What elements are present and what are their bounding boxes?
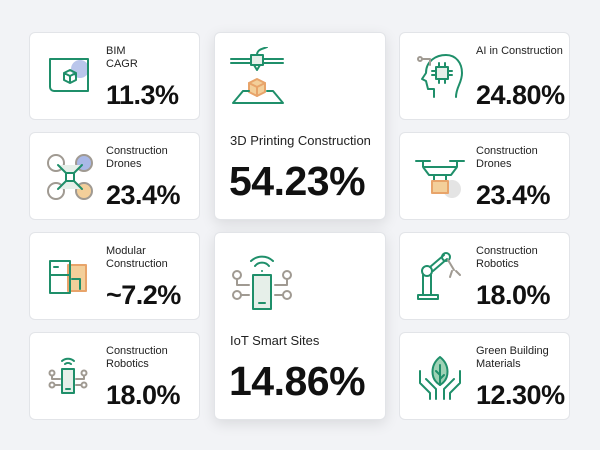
card-value: ~7.2% bbox=[106, 280, 181, 310]
card-label: Green Building Materials bbox=[476, 345, 549, 370]
card-green-building: Green Building Materials 12.30% bbox=[399, 332, 570, 420]
card-label: Modular Construction bbox=[106, 245, 168, 270]
card-iot-smart-sites: IoT Smart Sites 14.86% bbox=[214, 232, 386, 420]
quadcopter-drone-icon bbox=[44, 151, 96, 203]
3d-printer-icon bbox=[229, 46, 293, 111]
card-construction-drones-right: Construction Drones 23.4% bbox=[399, 132, 570, 220]
iot-phone-icon bbox=[229, 247, 293, 311]
card-value: 18.0% bbox=[476, 280, 551, 310]
card-value: 14.86% bbox=[229, 358, 366, 404]
card-label: Construction Robotics bbox=[476, 245, 538, 270]
card-label: Construction Robotics bbox=[106, 345, 168, 370]
card-value: 54.23% bbox=[229, 158, 366, 204]
card-label: IoT Smart Sites bbox=[230, 333, 320, 348]
card-label: Construction Drones bbox=[106, 145, 168, 170]
card-construction-drones: Construction Drones 23.4% bbox=[29, 132, 200, 220]
card-value: 24.80% bbox=[476, 80, 565, 110]
ai-head-chip-icon bbox=[414, 51, 466, 103]
card-value: 23.4% bbox=[106, 180, 181, 210]
card-construction-robotics-right: Construction Robotics 18.0% bbox=[399, 232, 570, 320]
card-value: 18.0% bbox=[106, 380, 181, 410]
drone-package-icon bbox=[414, 151, 466, 203]
card-bim-cagr: BIM CAGR 11.3% bbox=[29, 32, 200, 120]
card-value: 23.4% bbox=[476, 180, 551, 210]
card-construction-robotics-left: Construction Robotics 18.0% bbox=[29, 332, 200, 420]
card-label: 3D Printing Construction bbox=[230, 133, 371, 148]
iot-phone-icon bbox=[44, 351, 96, 403]
modular-blocks-icon bbox=[44, 251, 96, 303]
card-label: BIM CAGR bbox=[106, 45, 138, 70]
card-3d-printing: 3D Printing Construction 54.23% bbox=[214, 32, 386, 220]
card-ai-in-construction: AI in Construction 24.80% bbox=[399, 32, 570, 120]
card-modular-construction: Modular Construction ~7.2% bbox=[29, 232, 200, 320]
card-value: 11.3% bbox=[106, 80, 179, 110]
card-value: 12.30% bbox=[476, 380, 565, 410]
card-label: AI in Construction bbox=[476, 45, 563, 57]
blueprint-cube-icon bbox=[44, 51, 96, 103]
leaf-hands-icon bbox=[414, 351, 466, 403]
robot-arm-icon bbox=[414, 251, 466, 303]
card-label: Construction Drones bbox=[476, 145, 538, 170]
